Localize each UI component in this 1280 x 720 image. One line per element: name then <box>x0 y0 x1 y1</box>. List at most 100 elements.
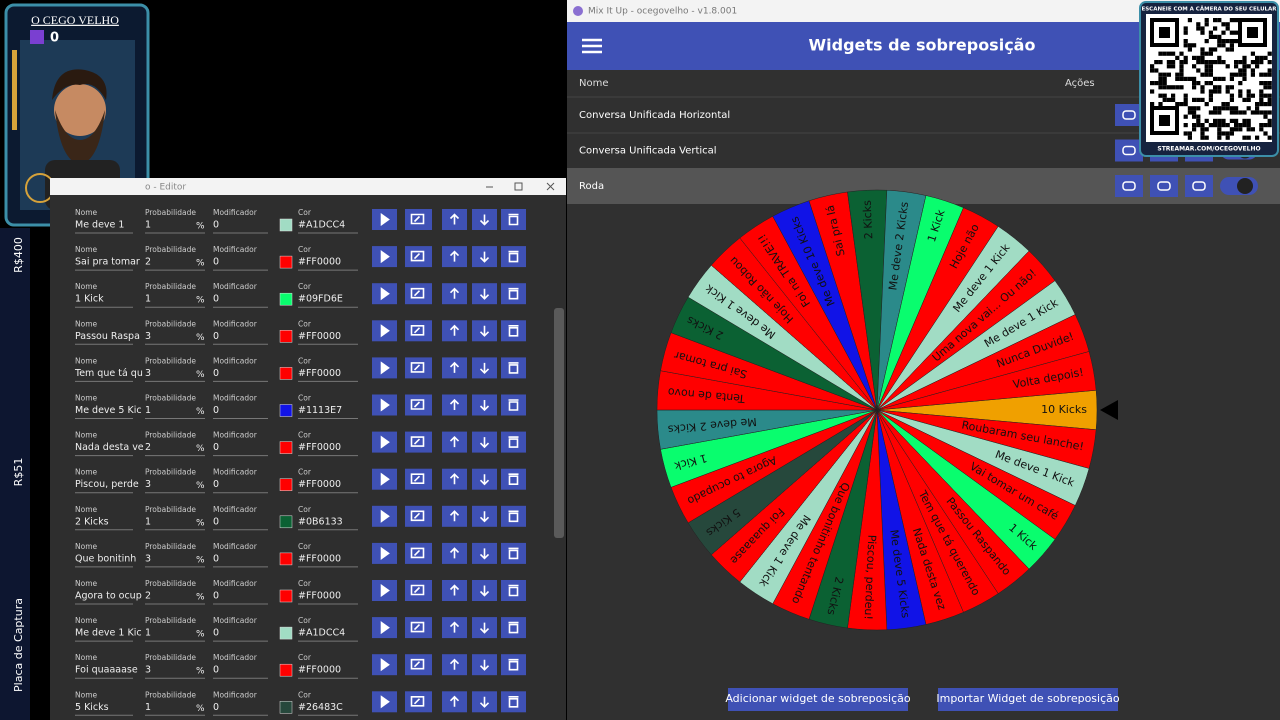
qr-module <box>1179 85 1184 90</box>
delete-button[interactable] <box>1185 175 1213 197</box>
qr-module <box>1192 123 1197 128</box>
qr-module <box>1246 106 1251 111</box>
qr-module <box>1217 123 1222 128</box>
field-value: 0 <box>213 628 219 639</box>
qr-module <box>1196 123 1201 128</box>
qr-module <box>1183 43 1188 48</box>
edit-button[interactable] <box>405 209 432 230</box>
qr-module <box>1217 39 1222 44</box>
field-value: Que bonitinh <box>75 553 136 564</box>
field-label: Probabilidade <box>145 208 196 217</box>
delete-button[interactable] <box>501 394 526 416</box>
qr-module <box>1217 34 1222 39</box>
qr-module <box>1221 118 1226 123</box>
qr-module <box>1234 123 1239 128</box>
button-icon <box>449 435 460 448</box>
field-value: 1 <box>145 628 151 639</box>
qr-module <box>1217 76 1222 81</box>
menu-button[interactable] <box>582 38 602 54</box>
field-label: Nome <box>75 208 98 217</box>
color-swatch <box>279 255 293 269</box>
qr-module <box>1238 81 1243 86</box>
delete-button[interactable] <box>501 654 526 676</box>
edit-button[interactable] <box>1150 175 1178 197</box>
qr-module <box>1179 60 1184 65</box>
button-icon <box>508 510 519 523</box>
add-button[interactable] <box>728 688 908 711</box>
field-value: Sai pra tomar <box>75 257 140 268</box>
edit-button[interactable] <box>405 542 432 564</box>
qr-module <box>1213 60 1218 65</box>
link-button[interactable] <box>1115 139 1143 162</box>
edit-button[interactable] <box>405 654 432 676</box>
field-label: Modificador <box>213 245 258 254</box>
field-label: Cor <box>298 431 312 440</box>
wheel-segment[interactable] <box>876 351 1097 411</box>
delete-button[interactable] <box>501 505 526 527</box>
button-icon <box>508 621 519 634</box>
delete-button[interactable] <box>501 431 526 453</box>
qr-module <box>1221 123 1226 128</box>
field-value: 0 <box>213 405 219 416</box>
field-value: #FF0000 <box>298 368 341 379</box>
delete-button[interactable] <box>501 357 526 379</box>
edit-button[interactable] <box>405 283 432 305</box>
qr-module <box>1229 97 1234 102</box>
button-icon <box>508 696 519 708</box>
button-icon <box>449 324 460 336</box>
qr-module <box>1183 30 1188 35</box>
qr-module <box>1217 118 1222 123</box>
button-icon <box>380 472 390 486</box>
qr-module <box>1192 76 1197 81</box>
widget-name: Roda <box>579 181 604 192</box>
field-label: Nome <box>75 579 98 588</box>
qr-module <box>1259 93 1264 98</box>
qr-module <box>1171 64 1176 69</box>
import-button[interactable] <box>938 688 1118 711</box>
avatar-face <box>54 84 106 136</box>
button-icon <box>410 362 425 373</box>
delete-button[interactable] <box>501 320 526 342</box>
scrollbar[interactable] <box>554 308 564 538</box>
edit-button[interactable] <box>405 468 432 490</box>
edit-button[interactable] <box>405 431 432 453</box>
qr-module <box>1263 81 1268 86</box>
percent-sign: % <box>196 296 205 306</box>
edit-button[interactable] <box>405 617 432 639</box>
qr-module <box>1229 72 1234 77</box>
edit-button[interactable] <box>405 246 432 268</box>
edit-button[interactable] <box>405 580 432 601</box>
edit-button[interactable] <box>405 394 432 416</box>
delete-button[interactable] <box>501 283 526 305</box>
link-button[interactable] <box>1115 104 1143 126</box>
delete-button[interactable] <box>501 468 526 490</box>
delete-button[interactable] <box>501 691 526 713</box>
delete-button[interactable] <box>501 580 526 601</box>
button-icon <box>380 324 390 338</box>
qr-module <box>1183 93 1188 98</box>
edit-button[interactable] <box>405 357 432 379</box>
field-value: #FF0000 <box>298 591 341 602</box>
button-icon <box>449 621 460 633</box>
field-label: Modificador <box>213 431 258 440</box>
edit-button[interactable] <box>405 691 432 713</box>
sidebar-label: R$400 <box>12 237 25 273</box>
delete-button[interactable] <box>501 617 526 639</box>
button-icon <box>479 437 490 449</box>
add-button-label: Adicionar widget de sobreposição <box>725 692 911 705</box>
edit-button[interactable] <box>405 320 432 342</box>
qr-module <box>1259 127 1264 132</box>
button-icon <box>479 511 490 523</box>
qr-module <box>1259 60 1264 65</box>
delete-button[interactable] <box>501 209 526 230</box>
delete-button[interactable] <box>501 542 526 564</box>
delete-button[interactable] <box>501 246 526 268</box>
app-title: Mix It Up - ocegovelho - v1.8.001 <box>588 7 737 17</box>
qr-module <box>1225 47 1230 52</box>
close[interactable] <box>546 182 555 191</box>
maximize[interactable] <box>514 182 523 191</box>
qr-module <box>1229 93 1234 98</box>
qr-module <box>1242 64 1247 69</box>
edit-button[interactable] <box>405 505 432 527</box>
link-button[interactable] <box>1115 175 1143 197</box>
